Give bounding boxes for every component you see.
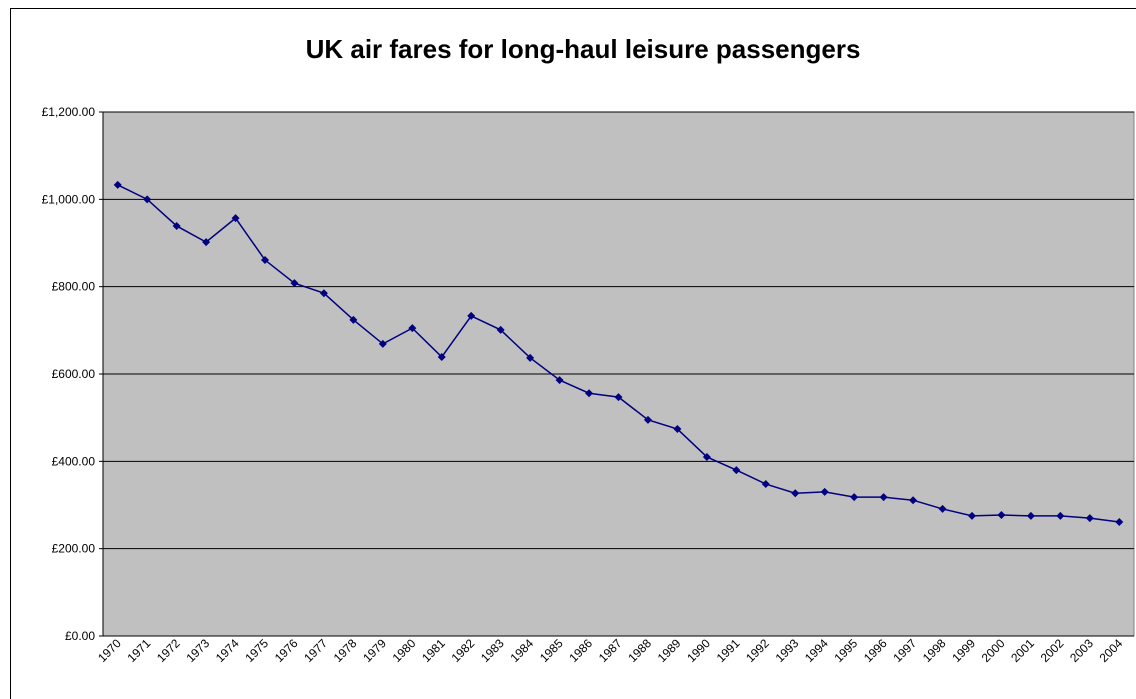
marker (761, 480, 770, 489)
marker (290, 279, 299, 288)
y-tick-label: £1,200.00 (42, 105, 96, 119)
marker (143, 195, 152, 204)
marker (879, 493, 888, 502)
y-tick-label: £600.00 (52, 367, 96, 381)
marker (202, 238, 211, 247)
marker (261, 256, 270, 265)
marker (820, 487, 829, 496)
chart-title: UK air fares for long-haul leisure passe… (306, 34, 861, 64)
marker (1115, 518, 1124, 527)
marker (408, 324, 417, 333)
y-tick-label: £0.00 (65, 629, 95, 643)
marker (349, 315, 358, 324)
marker (967, 511, 976, 520)
y-tick-label: £400.00 (52, 454, 96, 468)
marker (437, 352, 446, 361)
marker (732, 466, 741, 475)
marker (909, 496, 918, 505)
y-tick-label: £200.00 (52, 542, 96, 556)
marker (378, 339, 387, 348)
marker (555, 376, 564, 385)
y-tick-label: £800.00 (52, 280, 96, 294)
marker (1085, 514, 1094, 523)
marker (673, 425, 682, 434)
y-tick-label: £1,000.00 (42, 192, 96, 206)
marker (1056, 511, 1065, 520)
marker (467, 311, 476, 320)
marker (791, 489, 800, 498)
marker (526, 353, 535, 362)
marker (496, 325, 505, 334)
marker (1026, 511, 1035, 520)
marker (643, 415, 652, 424)
marker (702, 452, 711, 461)
marker (172, 221, 181, 230)
marker (850, 493, 859, 502)
marker (997, 511, 1006, 520)
marker (614, 393, 623, 402)
marker (113, 180, 122, 189)
marker (938, 504, 947, 513)
marker (585, 389, 594, 398)
marker (319, 289, 328, 298)
marker (231, 214, 240, 223)
